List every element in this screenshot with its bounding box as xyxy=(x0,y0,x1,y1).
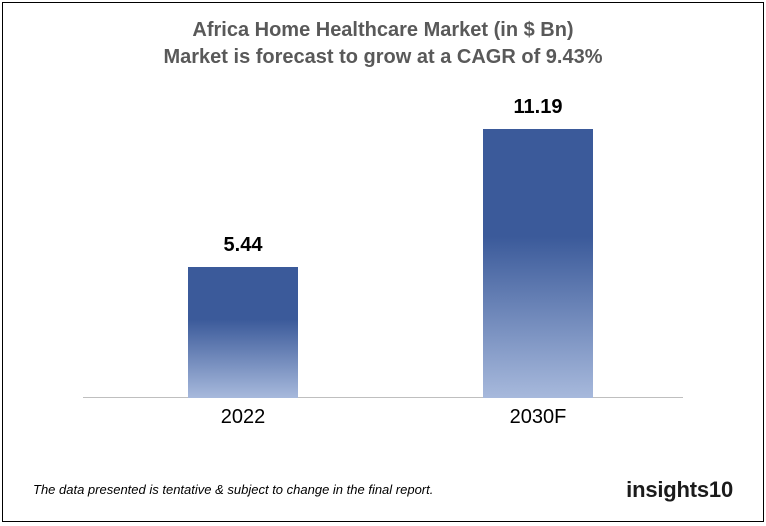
bar-1 xyxy=(483,129,593,398)
footnote-text: The data presented is tentative & subjec… xyxy=(33,482,433,497)
chart-title: Africa Home Healthcare Market (in $ Bn) … xyxy=(3,17,763,71)
title-line-1: Africa Home Healthcare Market (in $ Bn) xyxy=(3,17,763,44)
brand-logo: insights10 xyxy=(626,477,733,503)
x-axis-baseline xyxy=(83,397,683,398)
x-label-0: 2022 xyxy=(188,406,298,429)
plot-area: 5.44 11.19 xyxy=(83,98,683,398)
bar-value-label-0: 5.44 xyxy=(188,234,298,257)
brand-number: 10 xyxy=(709,477,733,502)
bar-0 xyxy=(188,267,298,398)
chart-frame: Africa Home Healthcare Market (in $ Bn) … xyxy=(2,2,764,522)
x-label-1: 2030F xyxy=(483,406,593,429)
title-line-2: Market is forecast to grow at a CAGR of … xyxy=(3,44,763,71)
brand-word: insights xyxy=(626,477,709,502)
bar-value-label-1: 11.19 xyxy=(483,96,593,119)
